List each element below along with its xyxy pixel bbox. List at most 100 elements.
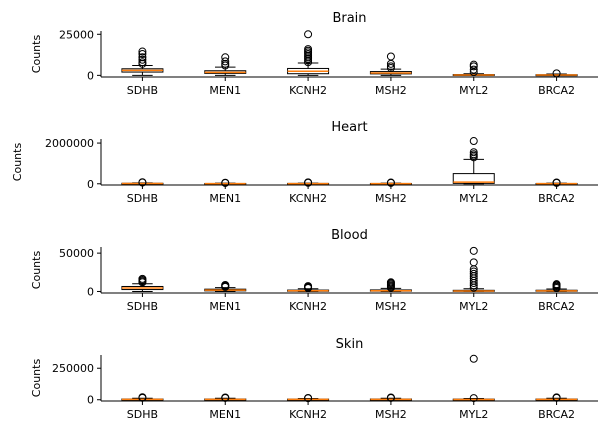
outlier-point <box>469 150 478 159</box>
x-tick-label: MYL2 <box>459 408 488 421</box>
x-tick-label: MEN1 <box>209 300 241 313</box>
outlier-point <box>304 30 313 39</box>
outlier-point <box>469 246 478 255</box>
box-myl2 <box>452 60 495 77</box>
y-tick-label: 0 <box>87 285 94 298</box>
outlier-point <box>304 282 313 291</box>
box-brca2 <box>535 178 578 187</box>
outlier-point <box>221 393 230 402</box>
x-tick-label: MEN1 <box>209 192 241 205</box>
outlier-point <box>386 393 395 402</box>
box-sdhb <box>121 274 164 292</box>
x-tick-label: SDHB <box>127 84 158 97</box>
outlier-point <box>221 53 230 62</box>
x-tick-label: KCNH2 <box>289 84 327 97</box>
outlier-point <box>138 55 147 64</box>
box-msh2 <box>369 178 412 187</box>
box-brca2 <box>535 69 578 78</box>
x-tick-label: MSH2 <box>375 192 407 205</box>
y-tick-label: 0 <box>87 394 94 407</box>
box-sdhb <box>121 47 164 76</box>
x-tick-label: KCNH2 <box>289 192 327 205</box>
x-tick-label: KCNH2 <box>289 408 327 421</box>
box-kcnh2 <box>287 393 330 403</box>
box-brca2 <box>535 280 578 293</box>
y-axis-label: Counts <box>30 35 43 74</box>
y-axis-label: Counts <box>30 251 43 290</box>
outlier-point <box>469 258 478 267</box>
x-tick-label: BRCA2 <box>538 192 575 205</box>
box-men1 <box>204 393 247 402</box>
outlier-point <box>552 69 561 78</box>
box-iqr <box>452 173 495 184</box>
y-tick-label: 50000 <box>59 247 94 260</box>
x-tick-label: BRCA2 <box>538 408 575 421</box>
outlier-point <box>469 269 478 278</box>
outlier-point <box>138 50 147 58</box>
x-tick-label: BRCA2 <box>538 84 575 97</box>
box-brca2 <box>535 393 578 402</box>
x-tick-label: MYL2 <box>459 192 488 205</box>
x-tick-label: MEN1 <box>209 408 241 421</box>
outlier-point <box>221 280 230 289</box>
box-sdhb <box>121 393 164 402</box>
y-tick-label: 250000 <box>52 362 94 375</box>
outlier-point <box>469 60 478 69</box>
outlier-point <box>386 278 395 287</box>
panel-heart: Heart Counts 0 2000000 SDHB MEN1 KCNH2 MSH2 MYL2… <box>11 120 598 205</box>
outlier-point <box>469 267 478 276</box>
outlier-point <box>469 137 478 146</box>
outlier-point <box>138 53 147 62</box>
x-tick-label: SDHB <box>127 408 158 421</box>
box-kcnh2 <box>287 30 330 76</box>
outlier-point <box>138 58 147 67</box>
box-kcnh2 <box>287 282 330 293</box>
y-tick-label: 2000000 <box>45 137 94 150</box>
x-tick-label: MSH2 <box>375 408 407 421</box>
outlier-point <box>138 274 147 283</box>
outlier-point <box>386 52 395 61</box>
box-men1 <box>204 280 247 292</box>
x-tick-label: SDHB <box>127 300 158 313</box>
box-msh2 <box>369 278 412 292</box>
y-axis-label: Counts <box>30 359 43 398</box>
panel-title: Brain <box>332 11 366 26</box>
panel-brain: Brain Counts 0 25000 SDHB MEN1 KCNH2 MSH2 MYL2 BR… <box>30 11 598 97</box>
panel-blood: Blood Counts 0 50000 SDHB MEN1 KCNH2 MSH2 MYL2 BR… <box>30 228 598 313</box>
box-myl2 <box>452 246 495 292</box>
x-tick-label: MYL2 <box>459 84 488 97</box>
outlier-point <box>221 57 230 66</box>
outlier-point <box>552 393 561 402</box>
panel-title: Blood <box>331 228 368 243</box>
box-msh2 <box>369 393 412 402</box>
outlier-point <box>469 65 478 74</box>
panel-skin: Skin Counts 0 250000 SDHB MEN1 KCNH2 MSH2 MYL2 BR… <box>30 337 598 421</box>
y-tick-label: 0 <box>87 178 94 191</box>
panel-title: Heart <box>331 120 367 135</box>
x-tick-label: BRCA2 <box>538 300 575 313</box>
outlier-point <box>138 47 147 56</box>
panel-title: Skin <box>336 337 364 352</box>
outlier-point <box>138 393 147 402</box>
outlier-point <box>469 354 478 363</box>
outlier-point <box>386 62 395 71</box>
x-tick-label: MSH2 <box>375 300 407 313</box>
x-tick-label: MYL2 <box>459 300 488 313</box>
y-tick-label: 25000 <box>59 28 94 41</box>
box-msh2 <box>369 52 412 76</box>
y-tick-label: 0 <box>87 69 94 82</box>
x-tick-label: MEN1 <box>209 84 241 97</box>
box-men1 <box>204 53 247 76</box>
box-myl2 <box>452 354 495 403</box>
box-myl2 <box>452 137 495 185</box>
outlier-point <box>304 45 313 54</box>
outlier-point <box>552 280 561 289</box>
x-tick-label: MSH2 <box>375 84 407 97</box>
box-sdhb <box>121 178 164 187</box>
x-tick-label: SDHB <box>127 192 158 205</box>
x-tick-label: KCNH2 <box>289 300 327 313</box>
y-axis-label: Counts <box>11 143 24 182</box>
box-kcnh2 <box>287 178 330 187</box>
outlier-point <box>469 148 478 157</box>
